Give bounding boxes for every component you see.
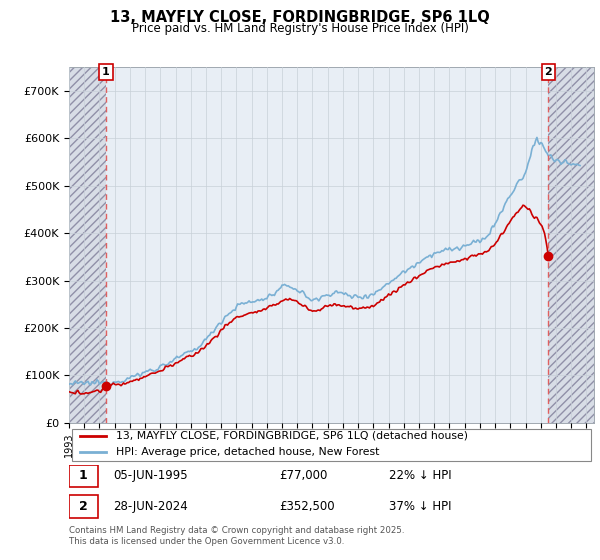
Text: 2: 2 (544, 67, 552, 77)
Bar (548, 67, 594, 423)
Text: HPI: Average price, detached house, New Forest: HPI: Average price, detached house, New … (116, 447, 380, 458)
Text: Price paid vs. HM Land Registry's House Price Index (HPI): Price paid vs. HM Land Registry's House … (131, 22, 469, 35)
Bar (69, 67, 106, 423)
Text: 13, MAYFLY CLOSE, FORDINGBRIDGE, SP6 1LQ (detached house): 13, MAYFLY CLOSE, FORDINGBRIDGE, SP6 1LQ… (116, 431, 468, 441)
Text: 22% ↓ HPI: 22% ↓ HPI (389, 469, 452, 483)
FancyBboxPatch shape (69, 465, 98, 487)
Text: £352,500: £352,500 (279, 500, 335, 513)
Text: £77,000: £77,000 (279, 469, 328, 483)
Text: 1: 1 (102, 67, 110, 77)
Text: 2: 2 (79, 500, 88, 513)
FancyBboxPatch shape (69, 496, 98, 517)
Text: 13, MAYFLY CLOSE, FORDINGBRIDGE, SP6 1LQ: 13, MAYFLY CLOSE, FORDINGBRIDGE, SP6 1LQ (110, 10, 490, 25)
Text: 1: 1 (79, 469, 88, 483)
Text: 37% ↓ HPI: 37% ↓ HPI (389, 500, 452, 513)
Text: Contains HM Land Registry data © Crown copyright and database right 2025.
This d: Contains HM Land Registry data © Crown c… (69, 526, 404, 546)
Text: 28-JUN-2024: 28-JUN-2024 (113, 500, 188, 513)
FancyBboxPatch shape (71, 428, 592, 461)
Text: 05-JUN-1995: 05-JUN-1995 (113, 469, 188, 483)
